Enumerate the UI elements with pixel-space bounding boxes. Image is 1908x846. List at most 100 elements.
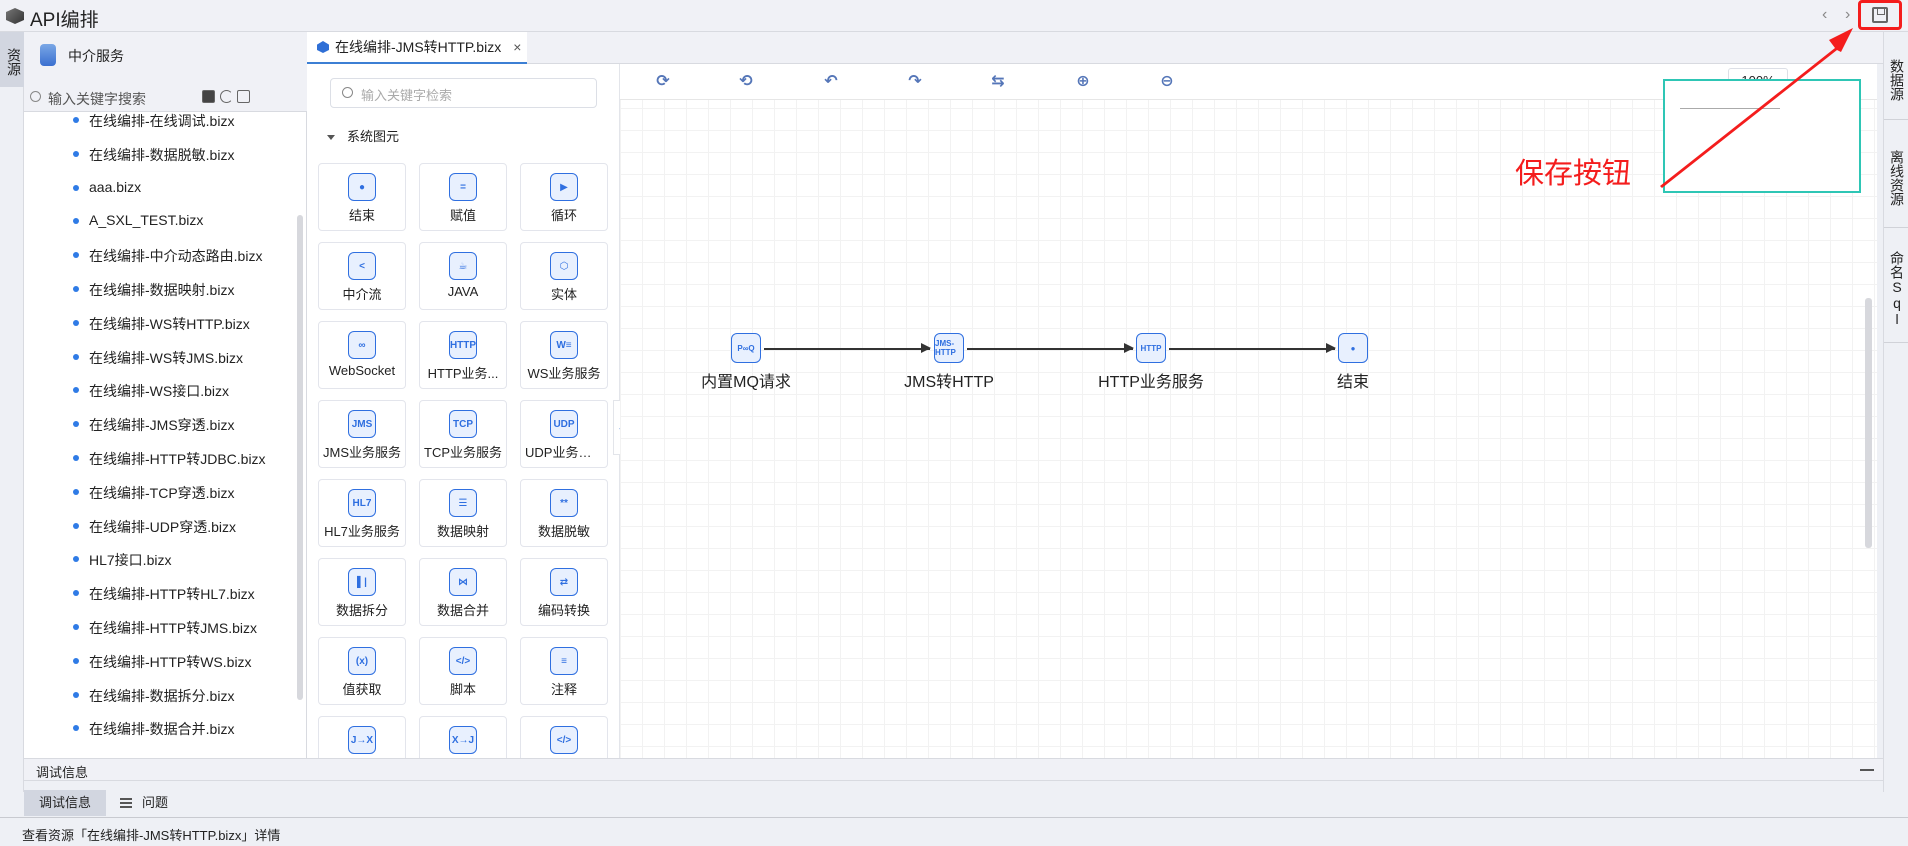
palette-item[interactable]: HTTP HTTP业务... [419,321,507,389]
palette-item[interactable]: = 赋值 [419,163,507,231]
flow-node-label: 内置MQ请求 [701,374,791,391]
fit-icon[interactable]: ⇆ [991,73,1005,90]
palette-item[interactable]: HL7 HL7业务服务 [318,479,406,547]
palette-item[interactable]: </> 脚本 [419,637,507,705]
component-icon: (x) [348,647,376,675]
palette-item[interactable]: ☕ JAVA [419,242,507,310]
flow-edge[interactable] [764,344,931,352]
flow-edge[interactable] [1169,344,1336,352]
palette-item[interactable]: < 中介流 [318,242,406,310]
resource-item[interactable]: 在线编排-中介动态路由.bizx [73,246,263,266]
list-icon [120,798,132,808]
resource-item[interactable]: A_SXL_TEST.bizx [73,212,203,232]
collapse-all-icon[interactable] [237,90,250,103]
nav-forward-icon[interactable]: › [1845,6,1851,23]
undo-icon[interactable]: ↶ [824,73,838,90]
resource-item-label: 在线编排-数据拆分.bizx [89,687,235,704]
palette-search-input[interactable]: 输入关键字检索 [361,88,453,103]
palette-item[interactable]: TCP TCP业务服务 [419,400,507,468]
palette-item[interactable]: UDP UDP业务服务 [520,400,608,468]
zoom-in-icon[interactable]: ⊕ [1076,73,1090,90]
resource-item[interactable]: 在线编排-数据合并.bizx [73,719,234,739]
flow-node-icon[interactable]: HTTP [1136,333,1166,363]
resource-item[interactable]: 在线编排-HTTP转WS.bizx [73,652,252,672]
resource-item[interactable]: aaa.bizx [73,178,142,199]
palette-item[interactable]: ▶ 循环 [520,163,608,231]
resource-item[interactable]: HL7接口.bizx [73,550,171,570]
redo-icon[interactable]: ↷ [908,73,922,90]
resource-item[interactable]: 在线编排-JMS穿透.bizx [73,415,234,435]
palette-item[interactable]: ⋈ 数据合并 [419,558,507,626]
resource-item-label: 在线编排-WS转HTTP.bizx [89,315,250,332]
palette-search[interactable]: 输入关键字检索 [330,78,597,108]
resource-item[interactable]: 在线编排-在线调试.bizx [73,112,234,131]
resource-item[interactable]: 在线编排-HTTP转JMS.bizx [73,618,257,638]
resource-item-label: 在线编排-HTTP转WS.bizx [89,653,252,670]
resource-item[interactable]: 在线编排-WS转HTTP.bizx [73,314,250,334]
canvas-scrollbar[interactable] [1865,298,1872,548]
tab-debug-info[interactable]: 调试信息 [24,790,106,816]
layout-horizontal-icon[interactable]: ⟲ [739,73,753,90]
palette-item[interactable]: ≡ 注释 [520,637,608,705]
palette-item[interactable]: (x) 值获取 [318,637,406,705]
resource-item[interactable]: 在线编排-UDP穿透.bizx [73,517,236,537]
save-button[interactable] [1858,0,1902,30]
nav-back-icon[interactable]: ‹ [1822,6,1828,23]
tab-resources[interactable]: 资源 [0,32,24,87]
palette-item[interactable]: ⬡ 实体 [520,242,608,310]
resource-item[interactable]: 在线编排-HTTP转HL7.bizx [73,584,255,604]
palette-item[interactable]: ∞ WebSocket [318,321,406,389]
save-icon [1872,7,1888,23]
tab-datasource[interactable]: 数据源 [1884,32,1908,120]
resource-search-input[interactable]: 输入关键字搜索 [48,91,146,107]
palette-item[interactable]: J→X [318,716,406,758]
resource-item[interactable]: 在线编排-数据拆分.bizx [73,686,235,706]
resource-item[interactable]: 在线编排-WS接口.bizx [73,381,229,401]
resource-item-label: 在线编排-中介动态路由.bizx [89,248,263,265]
resource-item-label: aaa.bizx [89,178,142,195]
resource-item-label: 在线编排-WS接口.bizx [89,383,229,400]
layout-vertical-icon[interactable]: ⟳ [656,73,670,90]
component-icon: ⇄ [550,568,578,596]
flow-node-label: HTTP业务服务 [1098,374,1204,391]
flow-edge[interactable] [967,344,1134,352]
tab-named-sql[interactable]: 命名Sql [1884,228,1908,343]
flow-node-icon[interactable]: JMS-HTTP [934,333,964,363]
minimap[interactable] [1663,79,1861,193]
resource-item[interactable]: 在线编排-数据脱敏.bizx [73,145,234,165]
palette-item[interactable]: ** 数据脱敏 [520,479,608,547]
palette-item[interactable]: W≡ WS业务服务 [520,321,608,389]
resource-search[interactable]: 输入关键字搜索 [24,82,307,112]
resource-item[interactable]: 在线编排-WS转JMS.bizx [73,348,243,368]
tab-offline-resources[interactable]: 离线资源 [1884,120,1908,228]
tab-issues[interactable]: 问题 [120,790,168,816]
palette-item[interactable]: ● 结束 [318,163,406,231]
component-icon: ∞ [348,331,376,359]
component-icon: X→J [449,726,477,754]
tab-close-icon[interactable]: × [513,39,522,55]
palette-item[interactable]: </> [520,716,608,758]
zoom-out-icon[interactable]: ⊖ [1160,73,1174,90]
component-icon: ≡ [550,647,578,675]
resource-item[interactable]: 在线编排-数据映射.bizx [73,280,234,300]
palette-group-system[interactable]: 系统图元 [327,126,399,145]
palette-item[interactable]: ☰ 数据映射 [419,479,507,547]
translate-icon[interactable] [202,90,215,103]
bullet-icon [73,184,79,191]
minimize-icon[interactable] [1860,769,1874,771]
flow-node-icon[interactable]: P∞Q [731,333,761,363]
flow-node-icon[interactable]: ● [1338,333,1368,363]
resource-item[interactable]: 在线编排-TCP穿透.bizx [73,483,234,503]
refresh-icon[interactable] [220,90,233,103]
palette-item[interactable]: ⇄ 编码转换 [520,558,608,626]
palette-item[interactable]: JMS JMS业务服务 [318,400,406,468]
palette-item[interactable]: X→J [419,716,507,758]
bullet-icon [73,556,79,563]
resource-item[interactable]: 在线编排-HTTP转JDBC.bizx [73,449,266,469]
bullet-icon [73,387,79,394]
palette-item[interactable]: ▌| 数据拆分 [318,558,406,626]
component-icon: </> [550,726,578,754]
editor-tab-active[interactable]: 在线编排-JMS转HTTP.bizx × [307,32,527,64]
resource-scrollbar[interactable] [297,215,303,700]
